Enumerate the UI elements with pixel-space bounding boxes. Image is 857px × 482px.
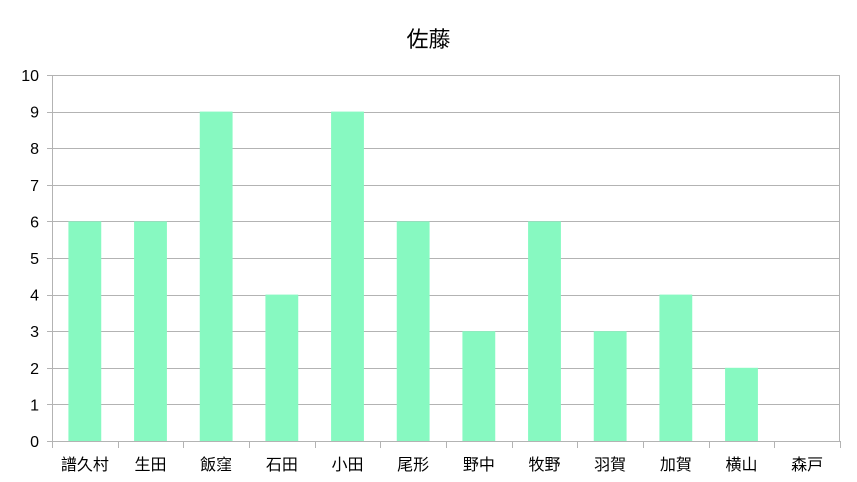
y-tick-label: 3 xyxy=(30,324,39,341)
x-tick-label: 横山 xyxy=(725,455,757,474)
bar xyxy=(462,331,496,441)
x-tick-label: 加賀 xyxy=(660,455,692,474)
y-tick-label: 9 xyxy=(30,105,39,122)
x-tick-label: 譜久村 xyxy=(61,455,109,474)
x-tick-label: 野中 xyxy=(463,455,495,474)
x-tick-label: 牧野 xyxy=(528,455,560,474)
x-tick-label: 尾形 xyxy=(397,455,429,474)
x-tick-label: 石田 xyxy=(266,455,298,474)
bar xyxy=(396,221,430,441)
y-tick-label: 1 xyxy=(30,397,39,414)
gridlines xyxy=(47,75,840,442)
x-tick-label: 小田 xyxy=(331,455,363,474)
chart-title: 佐藤 xyxy=(406,28,451,53)
bar xyxy=(659,294,693,441)
x-tick-label: 羽賀 xyxy=(594,455,626,474)
y-tick-label: 10 xyxy=(21,68,39,85)
x-tick-label: 飯窪 xyxy=(200,455,232,474)
y-tick-label: 0 xyxy=(30,434,39,451)
axes xyxy=(52,75,841,448)
y-tick-label: 8 xyxy=(30,141,39,158)
bar xyxy=(265,294,299,441)
y-tick-label: 2 xyxy=(30,361,39,378)
x-tick-label: 森戸 xyxy=(791,455,823,474)
bar xyxy=(331,111,364,441)
bar xyxy=(593,331,627,441)
y-tick-label: 6 xyxy=(30,214,39,231)
y-tick-label: 7 xyxy=(30,178,39,195)
bar xyxy=(199,111,233,441)
bar xyxy=(134,221,167,441)
bar xyxy=(725,367,758,441)
axis-labels: 0 1 2 3 4 5 6 7 8 9 10 譜久村 生田 飯窪 石田 小田 尾形 野中 牧野 羽賀 加賀 横山 森戸 xyxy=(21,68,823,474)
y-tick-label: 5 xyxy=(30,251,39,268)
bar xyxy=(528,221,561,441)
bars xyxy=(68,111,758,441)
x-tick-label: 生田 xyxy=(134,455,166,474)
bar xyxy=(68,221,102,441)
y-tick-label: 4 xyxy=(30,288,39,305)
